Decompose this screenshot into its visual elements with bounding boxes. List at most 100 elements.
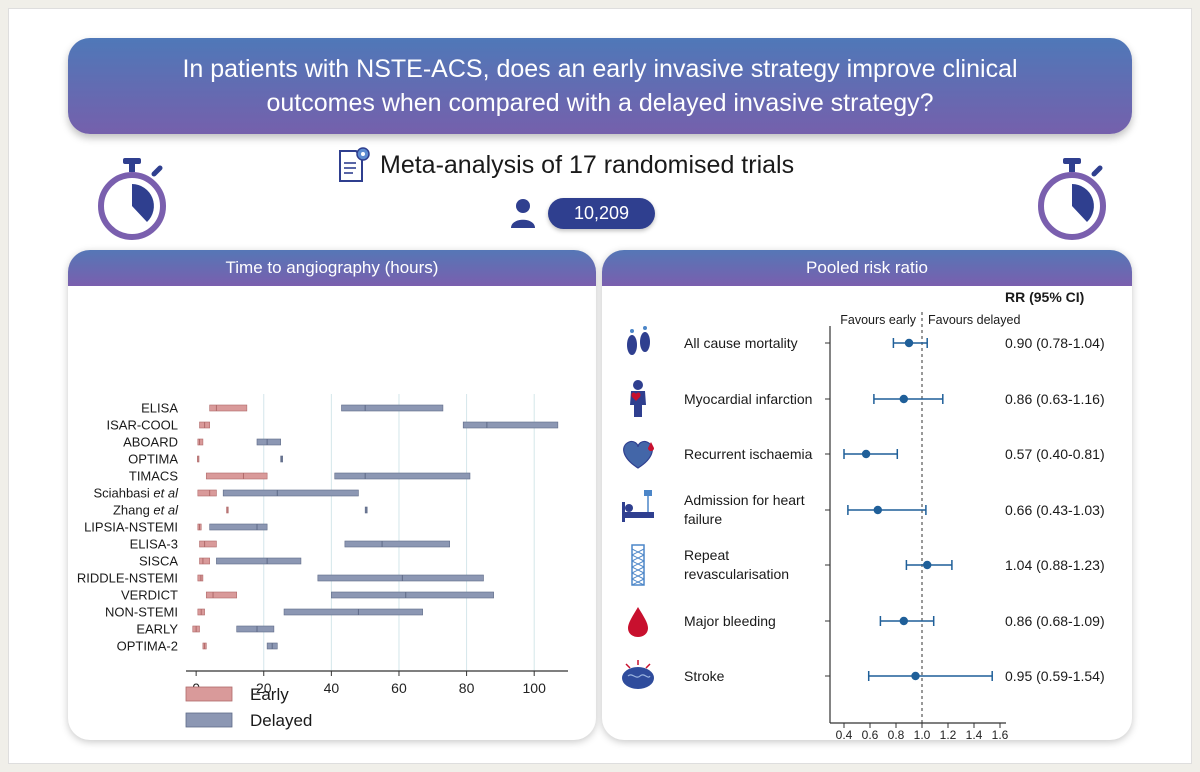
trial-label: VERDICT xyxy=(121,588,178,603)
stent-frame xyxy=(631,544,645,586)
stent-mesh xyxy=(631,572,645,580)
toe xyxy=(630,329,634,333)
early-range-bar xyxy=(209,404,248,412)
trial-name: LIPSIA-NSTEMI xyxy=(84,520,178,535)
x-tick-label: 1.0 xyxy=(914,728,931,740)
x-tick-label: 1.4 xyxy=(966,728,983,740)
favours-early-label: Favours early xyxy=(840,313,916,327)
brain-shape xyxy=(622,667,654,689)
legend-delayed-label: Delayed xyxy=(250,711,312,730)
x-tick-label: 0.4 xyxy=(836,728,853,740)
patient-count-row: 10,209 xyxy=(510,196,656,230)
footprints-icon xyxy=(627,326,650,355)
outcome-label: Recurrent ischaemia xyxy=(684,446,813,462)
stopwatch-icon xyxy=(98,158,166,240)
brain-icon xyxy=(622,660,654,689)
question-banner: In patients with NSTE-ACS, does an early… xyxy=(68,38,1132,134)
bed xyxy=(622,512,654,518)
trial-label: OPTIMA-2 xyxy=(117,639,178,654)
trial-name: OPTIMA xyxy=(128,452,178,467)
delayed-range-bar xyxy=(334,472,471,480)
favours-delayed-label: Favours delayed xyxy=(928,313,1020,327)
time-to-angiography-chart: 020406080100ELISAISAR-COOLABOARDOPTIMATI… xyxy=(77,394,568,730)
hospital-bed-icon xyxy=(622,490,654,522)
stent-mesh xyxy=(631,578,645,586)
brain-fold xyxy=(627,674,651,678)
bed-head xyxy=(622,502,625,522)
heart-icon xyxy=(623,440,654,469)
trial-label: ABOARD xyxy=(123,435,178,450)
rr-value: 0.57 (0.40-0.81) xyxy=(1005,446,1105,462)
rr-value: 0.86 (0.68-1.09) xyxy=(1005,613,1105,629)
delayed-range-bar xyxy=(341,404,444,412)
stent-mesh xyxy=(631,560,645,568)
legend-early-swatch xyxy=(185,686,233,702)
forest-plot: RR (95% CI) Favours early Favours delayed 0… xyxy=(622,289,1105,740)
trial-name: SISCA xyxy=(139,554,178,569)
delayed-range-bar xyxy=(236,625,275,633)
meta-analysis-heading: Meta-analysis of 17 randomised trials xyxy=(336,144,794,186)
rr-panel-title: Pooled risk ratio xyxy=(602,250,1132,286)
trial-label: ELISA-3 xyxy=(130,537,178,552)
early-range-bar xyxy=(205,591,238,599)
stent-icon xyxy=(631,544,645,586)
point-estimate xyxy=(911,671,920,681)
outcome-label: failure xyxy=(684,511,722,527)
trial-name: RIDDLE-NSTEMI xyxy=(77,571,178,586)
point-estimate xyxy=(899,394,908,404)
outcome-label: Stroke xyxy=(684,668,725,684)
trial-label: ELISA xyxy=(141,401,178,416)
trial-label: ISAR-COOL xyxy=(106,418,178,433)
document-gear-icon xyxy=(339,147,370,182)
question-text: In patients with NSTE-ACS, does an early… xyxy=(182,55,1018,117)
x-tick-label: 100 xyxy=(523,680,547,696)
point-estimate xyxy=(873,505,882,515)
stopwatch-icon xyxy=(1038,158,1106,240)
early-range-bar xyxy=(197,438,204,446)
heart-shape xyxy=(623,440,653,469)
point-estimate xyxy=(899,616,908,626)
trial-label: TIMACS xyxy=(129,469,178,484)
blood-drop-icon xyxy=(628,607,648,637)
trial-name: ELISA xyxy=(141,401,178,416)
point-estimate xyxy=(904,338,914,348)
trial-name: EARLY xyxy=(136,622,178,637)
toe xyxy=(643,326,647,330)
trial-name: Sciahbasi xyxy=(93,486,149,501)
legend-delayed-swatch xyxy=(185,712,233,728)
delayed-range-bar xyxy=(216,557,302,565)
person-head xyxy=(633,380,643,390)
x-tick-label: 60 xyxy=(391,680,407,696)
legend-early-label: Early xyxy=(250,685,289,704)
trial-label: NON-STEMI xyxy=(105,605,178,620)
outcome-label: All cause mortality xyxy=(684,335,798,351)
footprint xyxy=(640,332,650,352)
pooled-risk-ratio-panel: Pooled risk ratio RR (95% CI) Favours ear… xyxy=(602,250,1132,740)
trial-name: Zhang xyxy=(113,503,150,518)
trial-name: ABOARD xyxy=(123,435,178,450)
x-tick-label: 80 xyxy=(459,680,475,696)
delayed-range-bar xyxy=(256,438,281,446)
trial-label: Zhang et al xyxy=(113,503,179,518)
chest-heart xyxy=(631,392,641,401)
stent-mesh xyxy=(631,566,645,574)
patient-count-badge: 10,209 xyxy=(548,197,656,229)
trial-name: TIMACS xyxy=(129,469,178,484)
x-tick-label: 1.2 xyxy=(940,728,957,740)
rr-value: 0.66 (0.43-1.03) xyxy=(1005,502,1105,518)
trial-label: EARLY xyxy=(136,622,178,637)
delayed-range-bar xyxy=(462,421,559,429)
trial-name-suffix: et al xyxy=(150,503,179,518)
early-range-bar xyxy=(197,489,217,497)
point-estimate xyxy=(923,560,932,570)
x-tick-label: 0.6 xyxy=(862,728,879,740)
trial-label: SISCA xyxy=(139,554,178,569)
patient-icon xyxy=(511,199,535,228)
delayed-range-bar xyxy=(222,489,359,497)
outcome-label: Admission for heart xyxy=(684,492,805,508)
delayed-range-bar xyxy=(209,523,268,531)
trial-label: LIPSIA-NSTEMI xyxy=(84,520,178,535)
rr-value: 0.90 (0.78-1.04) xyxy=(1005,335,1105,351)
early-range-bar xyxy=(197,574,204,582)
trial-name: OPTIMA-2 xyxy=(117,639,178,654)
